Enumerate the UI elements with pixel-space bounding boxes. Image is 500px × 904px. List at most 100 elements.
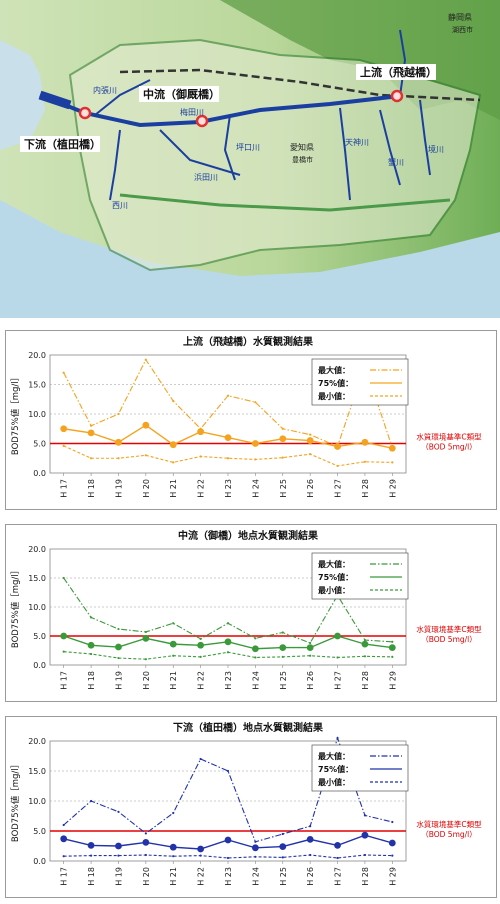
data-point [334,443,341,450]
chart-title: 中流（御橋）地点水質観測結果 [178,529,319,542]
data-point [142,634,150,642]
legend-label: 75%値： [318,572,353,582]
x-tick-label: H 20 [142,867,151,886]
data-point [281,631,284,634]
x-tick-label: H 23 [224,671,233,690]
y-tick-label: 0.0 [33,857,46,866]
data-point [251,440,259,447]
river-label-hamada: 浜田川 [194,172,218,182]
tributary-sakai [419,99,431,176]
y-axis-label: BOD75%値［mg/l］ [10,760,21,842]
data-point [391,854,394,857]
data-point [142,421,150,429]
data-point [309,453,312,456]
data-point [62,444,65,447]
x-tick-label: H 17 [60,867,69,886]
y-tick-label: 5.0 [33,632,46,641]
data-point [309,853,312,857]
data-point [336,736,339,740]
data-point [391,461,394,464]
data-point [281,456,284,459]
legend-label: 最小値： [318,391,350,401]
data-point [117,457,120,460]
data-point [224,434,232,441]
data-point [309,641,312,645]
data-point [251,844,259,852]
data-point [334,632,341,640]
data-point [144,832,147,835]
x-tick-label: H 19 [114,867,123,886]
data-point [199,455,202,458]
river-basin-map: 下流（植田橋） 中流（御厩橋） 上流（飛越橋） 内張川 西川 浜田川 梅田川 坪… [0,0,500,318]
x-tick-label: H 28 [361,867,370,886]
data-point [169,441,177,449]
data-point [144,853,147,857]
y-tick-label: 10.0 [28,603,46,612]
data-point [363,460,367,463]
y-tick-label: 15.0 [28,574,46,583]
data-point [172,654,175,657]
data-point [199,757,202,761]
data-point [169,640,177,648]
legend-box [311,358,409,406]
data-point [115,643,122,651]
data-point [62,576,65,580]
upstream-chart-panel: 上流（飛越橋）水質観測結果 0.0 5.0 10.0 15.0 20.0 BOD75%値［m… [5,330,497,510]
x-tick-label: H 18 [87,671,96,690]
data-point [254,855,257,858]
x-tick-label: H 22 [197,867,206,886]
data-point [391,820,394,824]
x-tick-label: H 19 [114,479,123,498]
downstream-chart: 下流（植田橋）地点水質観測結果 0.0 5.0 10.0 15.0 20.0 BOD75%値… [10,721,482,886]
data-point [336,856,339,860]
y-tick-label: 0.0 [33,469,46,478]
river-label-hira: 坪口川 [236,143,260,152]
data-point [363,814,367,817]
standard-label: 水質環境基準C類型 [416,819,482,829]
x-tick-label: H 29 [388,867,397,886]
data-point [117,810,120,813]
city-label-toyohashi: 豊橋市 [292,155,313,164]
data-point [89,799,93,803]
downstream-chart-panel: 下流（植田橋）地点水質観測結果 0.0 5.0 10.0 15.0 20.0 BOD75%値… [5,716,497,898]
data-point [309,654,312,657]
data-point [391,655,394,658]
x-tick-label: H 18 [87,479,96,498]
data-point [144,454,147,457]
river-label-kani: 蟹川 [388,157,404,167]
data-point [254,637,257,640]
x-tick-label: H 17 [60,671,69,690]
data-point [361,640,369,648]
river-label-sakai: 境川 [428,144,444,154]
data-point [172,461,175,464]
data-point [89,457,93,460]
x-tick-label: H 22 [197,479,206,498]
data-point [279,843,287,850]
tributary-upper [399,29,407,97]
sea-area [0,200,500,318]
x-tick-label: H 26 [306,867,315,886]
data-point [391,640,394,643]
y-tick-label: 10.0 [28,410,46,419]
x-tick-label: H 19 [114,671,123,690]
data-point [334,842,341,849]
x-tick-label: H 17 [60,479,69,498]
data-point [60,632,68,640]
x-tick-label: H 22 [197,671,206,690]
tributary-uchihari [94,79,151,116]
data-point [226,769,230,773]
data-point [89,652,93,656]
downstream-label: 下流（植田橋） [24,137,101,151]
midstream-label: 中流（御厩橋） [143,87,220,101]
highway-road [119,193,451,212]
data-point [62,650,65,653]
x-tick-label: H 23 [224,867,233,886]
standard-sublabel: （BOD 5mg/l） [421,635,477,644]
railway-line [119,68,481,102]
data-point [60,425,68,433]
data-point [336,464,339,468]
tributary-tenjin [339,107,351,201]
data-point [117,627,120,631]
data-point [226,622,230,625]
standard-sublabel: （BOD 5mg/l） [421,830,477,839]
